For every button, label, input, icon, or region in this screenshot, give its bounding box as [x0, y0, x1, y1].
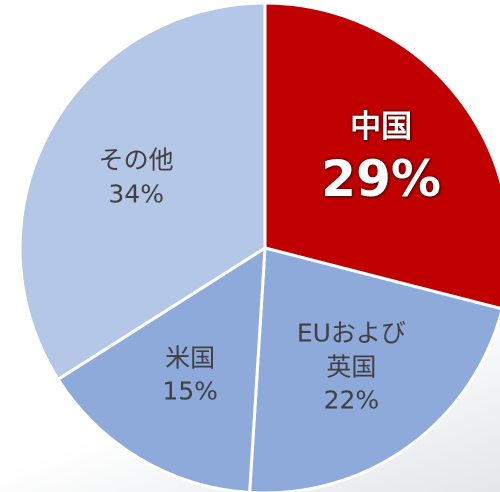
value-label: 34%: [108, 179, 164, 209]
slice-label: 中国 29%: [321, 107, 441, 209]
slice-label: EUおよび 英国 22%: [297, 316, 406, 417]
category-label: その他: [98, 145, 174, 175]
category-label: 中国: [350, 108, 413, 145]
pie-slice: [56, 245, 267, 492]
slice-label: その他 34%: [99, 143, 174, 211]
pie-slice: [263, 1, 500, 310]
slice-label: 米国 15%: [162, 341, 218, 409]
pie-slice: [18, 1, 267, 382]
category-label: 米国: [165, 342, 216, 372]
value-label: 15%: [162, 376, 218, 406]
category-label: EUおよび 英国: [296, 318, 406, 382]
value-label: 29%: [321, 149, 441, 208]
value-label: 22%: [323, 385, 380, 415]
